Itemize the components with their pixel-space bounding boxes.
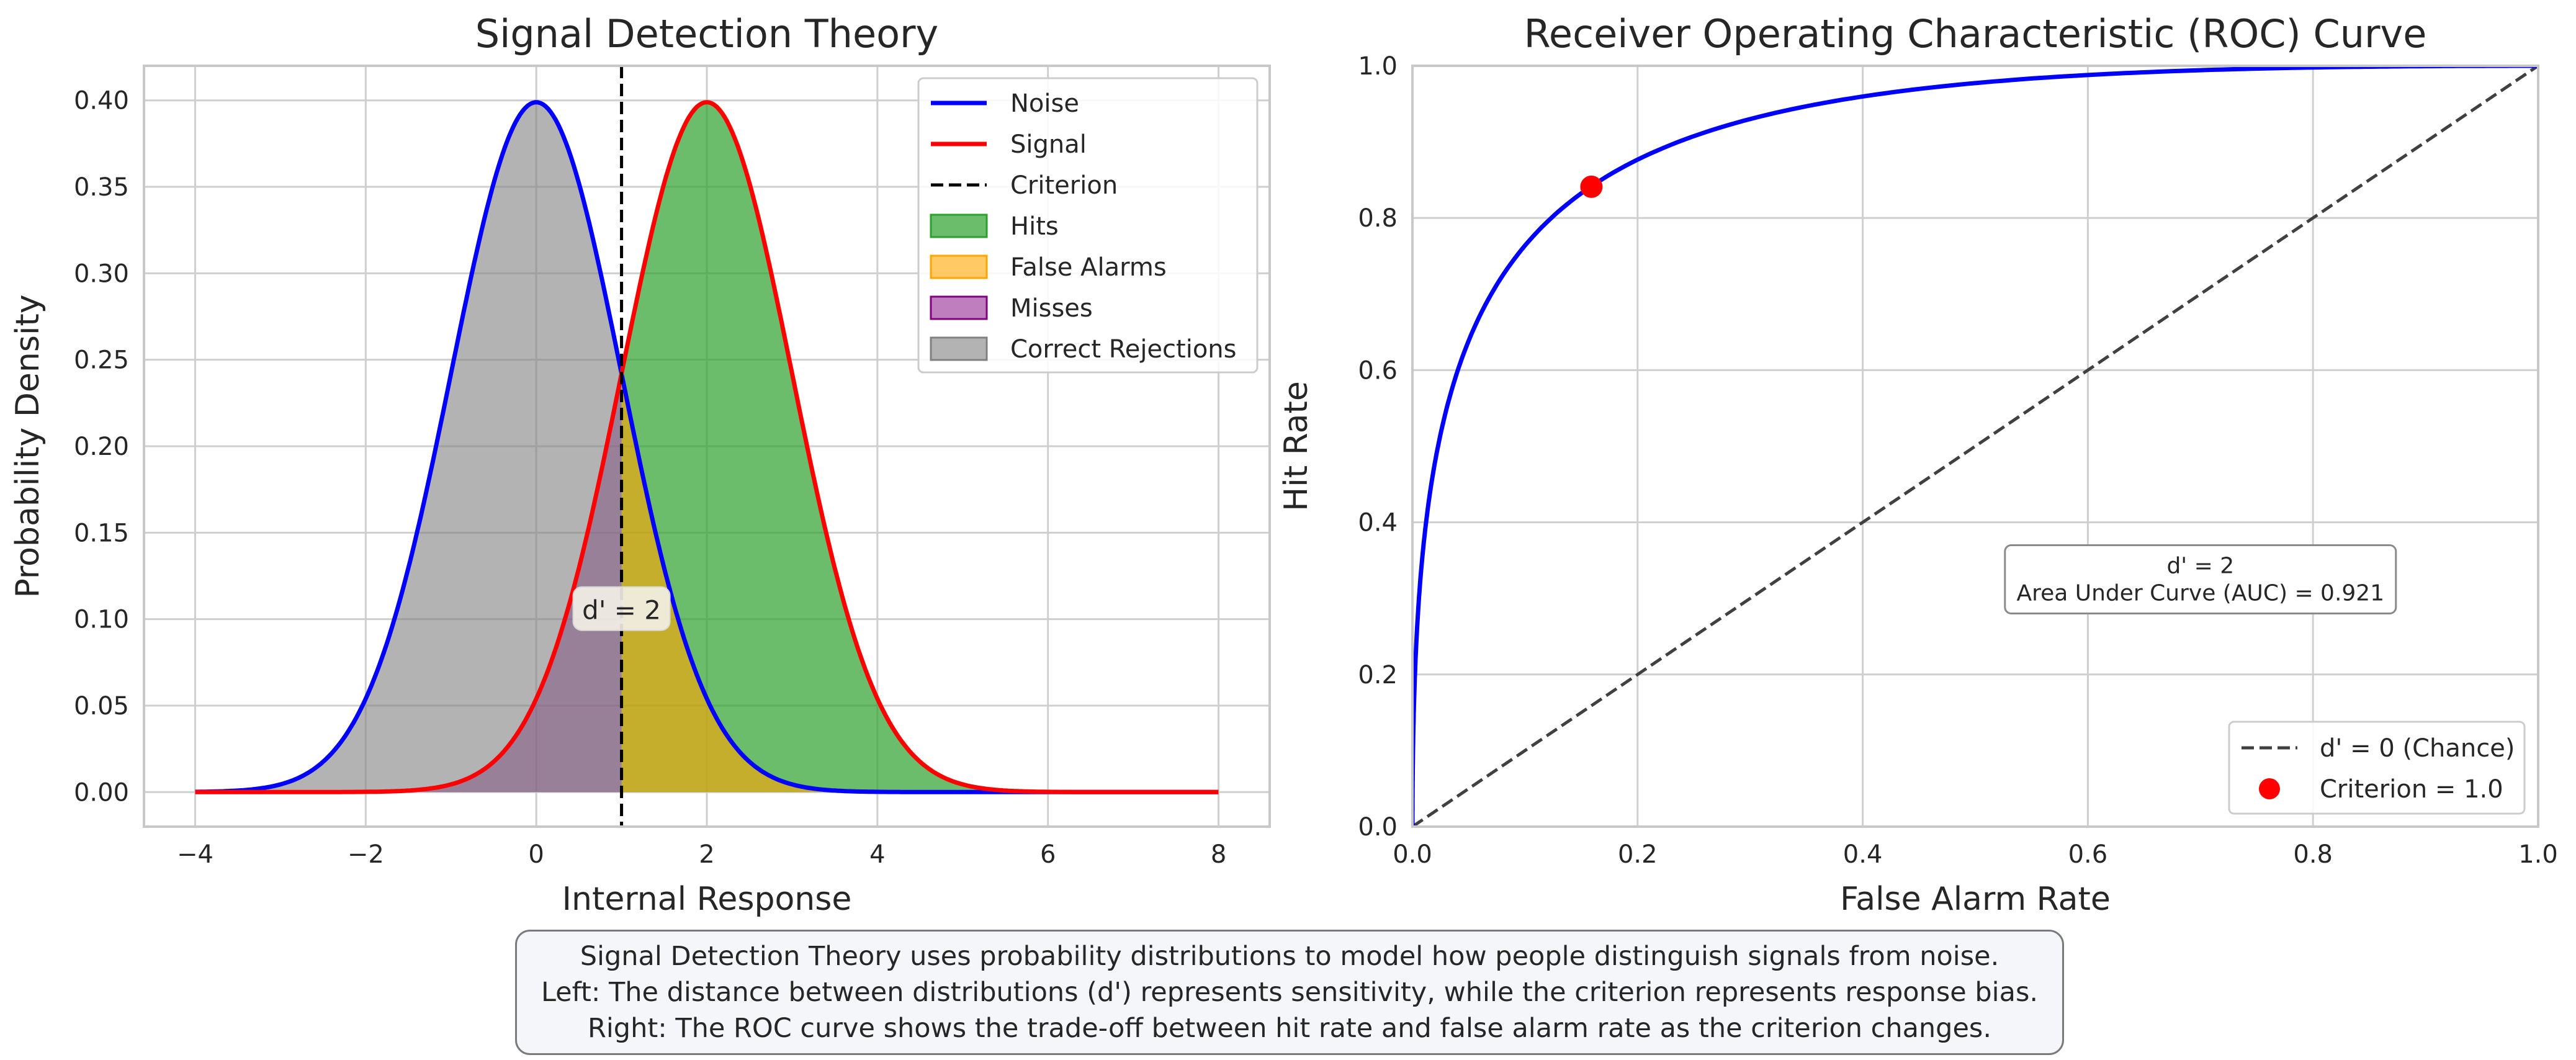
legend-swatch-misses: [930, 295, 988, 320]
x-tick-label: 0.2: [1618, 840, 1658, 869]
y-tick-label: 0.0: [1358, 813, 1398, 842]
auc-info-line: d' = 2: [2166, 554, 2234, 579]
x-tick-label: 0.6: [2068, 840, 2108, 869]
sdt-panel: −4 −2 0 2 4 6 8 0.00 0.05 0.10 0.15 0.20 0.25 0.30 0.3…: [9, 11, 1271, 918]
y-tick-label: 0.15: [74, 519, 129, 547]
chance-line: [1412, 66, 2538, 827]
y-tick-label: 0.4: [1358, 509, 1398, 537]
y-tick-label: 0.40: [74, 87, 129, 115]
legend-swatch-criterion: [2259, 778, 2280, 799]
x-tick-label: 6: [1040, 840, 1056, 869]
legend-label-noise: Noise: [1010, 89, 1079, 118]
signal-curve: [195, 100, 1219, 794]
x-tick-label: −4: [177, 840, 213, 869]
legend-label-hits: Hits: [1010, 212, 1059, 241]
legend-label-criterion: Criterion: [1010, 171, 1118, 200]
plot-content: [195, 66, 1219, 827]
caption-line-1: Signal Detection Theory uses probability…: [580, 941, 1999, 972]
x-tick-label: 1.0: [2518, 840, 2558, 869]
y-tick-label: 0.30: [74, 259, 129, 288]
y-axis-label: Hit Rate: [1278, 381, 1315, 511]
axes-frame: [143, 65, 1271, 828]
y-tick-label: 0.35: [74, 173, 129, 202]
legend-label-criterion: Criterion = 1.0: [2320, 775, 2503, 804]
legend-label-chance: d' = 0 (Chance): [2320, 734, 2515, 763]
y-tick-label: 0.05: [74, 692, 129, 721]
x-tick-label: −2: [348, 840, 384, 869]
legend-frame: [917, 77, 1259, 374]
x-tick-label: 4: [869, 840, 885, 869]
axes-frame: [1411, 65, 2539, 828]
y-tick-label: 0.20: [74, 433, 129, 461]
chart-title: Receiver Operating Characteristic (ROC) …: [1524, 11, 2427, 56]
caption-line-3: Right: The ROC curve shows the trade-off…: [587, 1013, 1991, 1044]
dprime-annotation: d' = 2: [582, 595, 661, 626]
region-false-alarms: [621, 374, 1219, 793]
roc-panel: 0.0 0.2 0.4 0.6 0.8 1.0 0.0 0.2 0.4 0.6 0.8 1.0 d' =…: [1278, 11, 2558, 918]
x-tick-label: 0.4: [1843, 840, 1883, 869]
x-tick-label: 8: [1211, 840, 1226, 869]
x-axis-label: False Alarm Rate: [1840, 881, 2111, 918]
legend-swatch-hits: [930, 213, 988, 238]
x-tick-label: 0.8: [2293, 840, 2333, 869]
legend-swatch-false-alarms: [930, 254, 988, 279]
legend-frame: [2228, 721, 2526, 815]
y-tick-label: 0.10: [74, 606, 129, 634]
y-tick-label: 1.0: [1358, 52, 1398, 81]
region-correct-rejections: [195, 102, 622, 793]
dprime-annotation-box: [572, 586, 671, 631]
y-tick-label: 0.00: [74, 778, 129, 807]
legend-label-signal: Signal: [1010, 130, 1087, 159]
x-tick-label: 2: [699, 840, 714, 869]
y-tick-label: 0.6: [1358, 356, 1398, 385]
caption-box: Signal Detection Theory uses probability…: [515, 930, 2064, 1055]
legend-swatch-correct-rejections: [930, 336, 988, 361]
legend-label-correct-rejections: Correct Rejections: [1010, 335, 1237, 364]
y-tick-label: 0.8: [1358, 204, 1398, 233]
legend-label-false-alarms: False Alarms: [1010, 253, 1167, 282]
x-tick-label: 0.0: [1393, 840, 1432, 869]
y-tick-label: 0.25: [74, 346, 129, 375]
auc-info-line: Area Under Curve (AUC) = 0.921: [2016, 581, 2384, 606]
caption-line-2: Left: The distance between distributions…: [541, 977, 2039, 1008]
y-tick-label: 0.2: [1358, 661, 1398, 689]
legend: d' = 0 (Chance) Criterion = 1.0: [2228, 721, 2526, 815]
legend-label-misses: Misses: [1010, 294, 1093, 323]
auc-info-box: [2004, 544, 2397, 615]
chart-title: Signal Detection Theory: [475, 11, 938, 56]
x-tick-label: 0: [528, 840, 544, 869]
y-axis-label: Probability Density: [9, 294, 47, 598]
legend: Noise Signal Criterion Hits False Alarms Miss…: [917, 77, 1259, 374]
criterion-point: [1580, 175, 1603, 198]
x-axis-label: Internal Response: [562, 881, 852, 918]
